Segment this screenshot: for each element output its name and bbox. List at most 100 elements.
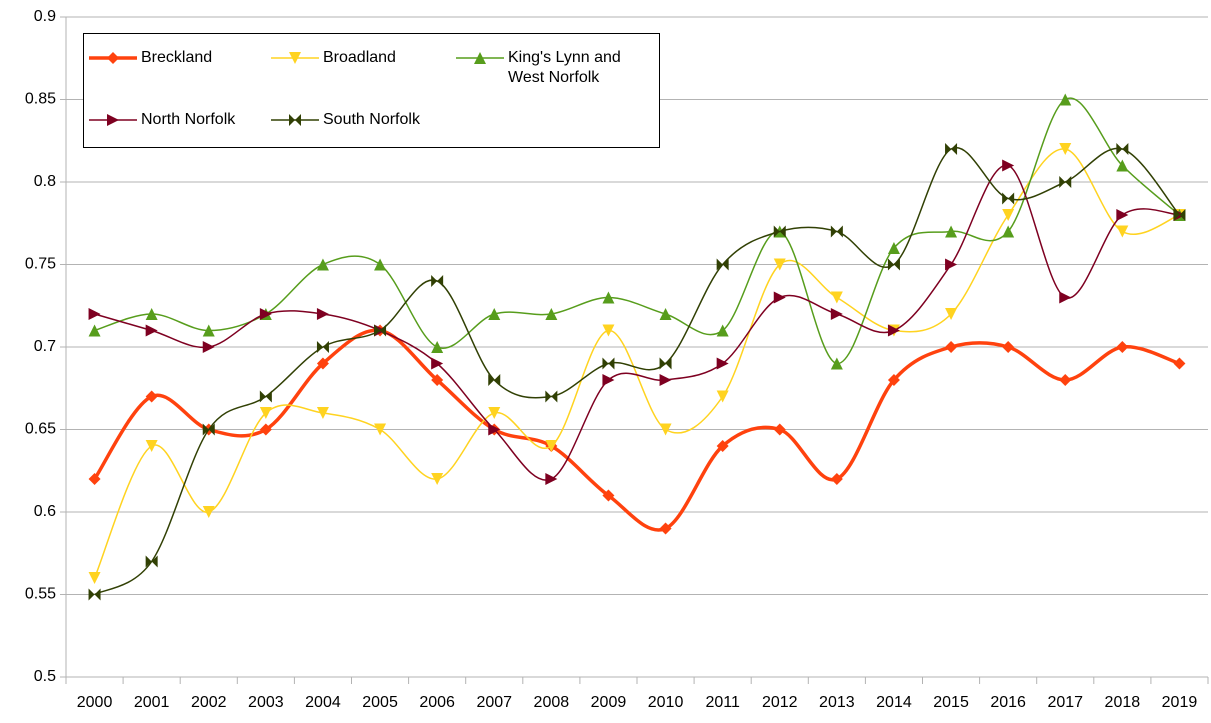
data-point (488, 407, 501, 419)
legend-label: South Norfolk (323, 111, 420, 128)
data-point (945, 143, 958, 155)
y-tick-label: 0.9 (34, 8, 56, 25)
data-point (830, 225, 843, 238)
data-point (659, 423, 672, 436)
data-point (659, 308, 672, 320)
data-point (602, 357, 615, 370)
data-point (716, 357, 729, 370)
legend-swatch (89, 52, 137, 64)
data-point (887, 324, 900, 337)
data-point (88, 588, 101, 601)
data-point (1002, 159, 1015, 172)
x-tick-label: 2009 (591, 694, 627, 711)
data-point (259, 390, 272, 403)
data-point (945, 225, 958, 238)
x-tick-label: 2010 (648, 694, 684, 711)
data-point (316, 308, 329, 320)
data-point (202, 506, 215, 518)
data-point (945, 341, 958, 353)
y-tick-label: 0.85 (25, 91, 56, 108)
data-point (431, 275, 444, 287)
data-point (202, 423, 215, 436)
data-point (773, 225, 786, 238)
data-point (1116, 225, 1129, 238)
data-point (88, 308, 101, 320)
legend-swatch (271, 52, 319, 64)
data-point (602, 291, 615, 304)
data-point (431, 473, 444, 485)
legend-label: Breckland (141, 49, 213, 66)
data-point (773, 258, 786, 271)
x-tick-label: 2005 (362, 694, 398, 711)
series-line (93, 148, 1180, 579)
data-point (1116, 341, 1129, 353)
data-point (945, 308, 958, 320)
data-point (374, 324, 387, 337)
legend-marker (289, 52, 301, 64)
data-point (716, 258, 729, 271)
x-tick-label: 2001 (134, 694, 170, 711)
data-point (659, 374, 672, 386)
x-tick-label: 2002 (191, 694, 227, 711)
data-point (145, 324, 158, 337)
x-tick-label: 2011 (705, 694, 740, 711)
data-point (1116, 159, 1129, 172)
data-point (1173, 357, 1186, 370)
data-point (545, 473, 558, 485)
data-point (945, 258, 958, 271)
data-point (1002, 209, 1015, 221)
data-point (602, 324, 615, 337)
data-point (259, 423, 272, 436)
x-tick-label: 2008 (534, 694, 570, 711)
legend-marker (289, 114, 301, 126)
x-tick-label: 2018 (1105, 694, 1141, 711)
legend-swatch (456, 52, 504, 64)
data-point (773, 423, 786, 436)
data-point (88, 572, 101, 584)
x-tick-label: 2006 (419, 694, 455, 711)
data-point (602, 489, 615, 502)
legend-marker (107, 52, 119, 64)
data-point (716, 440, 729, 452)
data-point (488, 308, 501, 320)
legend: Breckland Broadland King's Lynn and West N… (83, 33, 660, 148)
data-point (202, 341, 215, 353)
data-point (1002, 341, 1015, 353)
data-point (659, 357, 672, 370)
y-tick-label: 0.5 (34, 668, 56, 685)
y-tick-label: 0.8 (34, 173, 56, 190)
legend-swatch (271, 114, 319, 126)
data-point (830, 291, 843, 304)
data-point (88, 324, 101, 337)
data-point (773, 291, 786, 304)
data-point (830, 473, 843, 485)
data-point (1116, 209, 1129, 221)
data-point (145, 390, 158, 403)
data-point (1002, 192, 1015, 205)
x-tick-label: 2012 (762, 694, 798, 711)
data-point (316, 357, 329, 370)
data-point (716, 390, 729, 403)
y-tick-label: 0.6 (34, 503, 56, 520)
data-point (887, 242, 900, 254)
data-point (1173, 209, 1186, 221)
data-point (545, 440, 558, 452)
legend-entry: South Norfolk (271, 110, 473, 130)
x-tick-label: 2019 (1162, 694, 1198, 711)
data-point (374, 423, 387, 436)
x-tick-label: 2013 (819, 694, 855, 711)
data-point (830, 308, 843, 320)
legend-entry: North Norfolk (89, 110, 291, 130)
data-point (316, 407, 329, 419)
x-tick-label: 2014 (876, 694, 912, 711)
data-point (488, 423, 501, 436)
legend-entry: King's Lynn and West Norfolk (456, 48, 658, 88)
data-point (374, 258, 387, 271)
data-point (259, 407, 272, 419)
data-point (431, 341, 444, 353)
x-tick-label: 2015 (933, 694, 969, 711)
data-point (1116, 143, 1129, 155)
data-point (545, 390, 558, 403)
